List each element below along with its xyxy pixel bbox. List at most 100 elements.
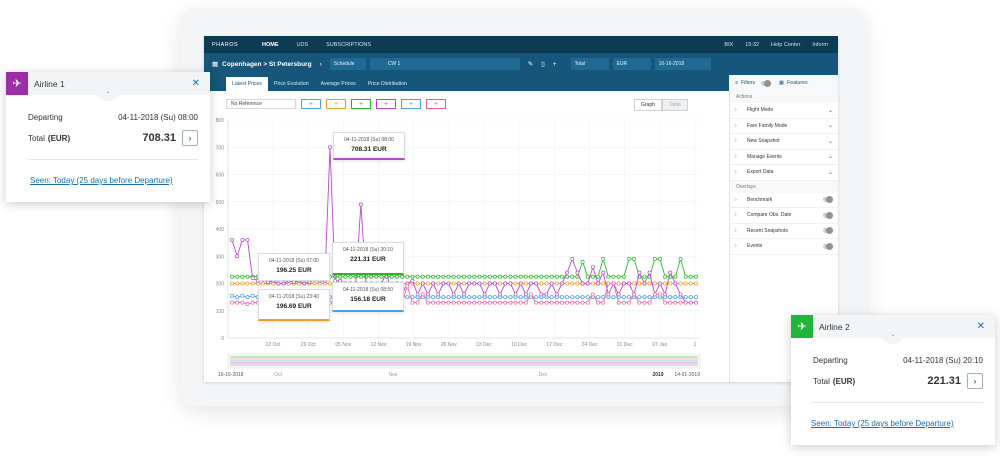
data-point xyxy=(663,274,668,279)
route-title: Copenhagen > St Petersburg xyxy=(222,60,312,68)
data-point xyxy=(575,300,580,305)
data-point xyxy=(529,292,533,297)
schedule-selector[interactable]: Schedule xyxy=(329,58,366,70)
airline-filter-orange[interactable]: + xyxy=(326,99,346,109)
data-point xyxy=(462,274,466,279)
data-point xyxy=(245,237,250,242)
table-view-button[interactable]: Table xyxy=(661,99,688,111)
filters-tab[interactable]: Filters xyxy=(741,80,756,86)
currency-selector[interactable]: EUR xyxy=(612,58,651,70)
data-point xyxy=(358,274,363,279)
seen-link[interactable]: Seen: Today (25 days before Departure) xyxy=(30,176,173,185)
data-point xyxy=(492,300,497,305)
close-icon[interactable]: ✕ xyxy=(191,78,200,89)
overlay-compare-obs-date[interactable]: › Compare Obs. Date xyxy=(730,208,838,224)
data-point xyxy=(621,300,626,305)
overlay-recent-snapshots[interactable]: › Recent Snapshots xyxy=(730,224,838,239)
data-point xyxy=(652,292,657,297)
close-icon[interactable]: ✕ xyxy=(976,321,985,332)
action-new-snapshot[interactable]: › New Snapshot ⌄ xyxy=(730,134,838,150)
data-point xyxy=(498,274,503,279)
data-point xyxy=(688,281,693,286)
data-point xyxy=(694,300,698,305)
data-point xyxy=(534,295,539,300)
reference-select[interactable]: No Reference xyxy=(226,99,296,109)
data-point xyxy=(431,274,436,279)
airline-2-card: ✈ Airline 2 ✕ ⌄ Departing 04-11-2018 (Su… xyxy=(791,315,995,445)
action-export-data[interactable]: › Export Data ⌄ xyxy=(730,165,838,181)
data-point xyxy=(410,300,415,305)
data-point xyxy=(523,300,528,305)
delete-icon[interactable]: ▯ xyxy=(541,61,545,68)
data-point xyxy=(302,281,307,286)
action-fare-family-mode[interactable]: › Fare Family Mode ⌄ xyxy=(730,119,838,134)
data-point xyxy=(585,274,590,279)
data-point xyxy=(472,295,477,300)
data-point xyxy=(482,281,487,286)
nav-subscriptions[interactable]: SUBSCRIPTIONS xyxy=(326,41,372,48)
chevron-right-icon[interactable]: › xyxy=(967,373,983,389)
data-point xyxy=(482,300,487,305)
tab-price-distribution[interactable]: Price Distribution xyxy=(367,81,407,87)
data-point xyxy=(446,274,451,279)
data-point xyxy=(663,292,668,297)
data-point xyxy=(462,292,466,297)
data-point xyxy=(668,295,673,300)
actions-section-title: Actions xyxy=(730,91,838,103)
overlay-benchmark[interactable]: › Benchmark xyxy=(730,193,838,208)
user-menu[interactable]: Inform xyxy=(812,41,828,48)
airline-filter-blue[interactable]: + xyxy=(301,99,321,109)
x-tick-label: 1 xyxy=(694,342,697,348)
data-point xyxy=(415,281,420,286)
chevron-down-icon[interactable]: ⌄ xyxy=(881,332,905,344)
chevron-right-icon[interactable]: › xyxy=(182,130,198,146)
nav-uds[interactable]: UDS xyxy=(296,41,309,48)
total-selector[interactable]: Total xyxy=(570,58,609,70)
filter-icon: ≡ xyxy=(735,80,739,86)
edit-icon[interactable]: ✎ xyxy=(527,61,534,68)
tab-average-prices[interactable]: Average Prices xyxy=(320,81,356,87)
action-manage-events[interactable]: › Manage Events ⌄ xyxy=(730,150,838,165)
tab-latest-prices[interactable]: Latest Prices xyxy=(226,77,268,91)
data-point xyxy=(250,300,255,305)
data-point xyxy=(596,300,600,305)
airline-filter-blue-2[interactable]: + xyxy=(401,99,421,109)
data-point xyxy=(544,300,549,305)
filters-toggle[interactable] xyxy=(761,79,772,87)
data-point xyxy=(678,292,683,297)
data-point xyxy=(441,300,446,305)
graph-view-button[interactable]: Graph xyxy=(634,99,662,111)
add-icon[interactable]: + xyxy=(552,60,557,68)
data-point xyxy=(657,292,662,297)
airline-filter-green[interactable]: + xyxy=(351,99,371,109)
snapshots-toggle[interactable] xyxy=(823,227,833,235)
data-point xyxy=(498,281,503,286)
data-point xyxy=(472,300,477,305)
benchmark-toggle[interactable] xyxy=(823,196,833,204)
data-point xyxy=(513,274,518,279)
data-point xyxy=(678,281,683,286)
chevron-down-icon[interactable]: ⌄ xyxy=(96,89,120,101)
data-point xyxy=(425,300,430,305)
help-center-link[interactable]: Help Center xyxy=(771,41,801,48)
data-point xyxy=(647,295,652,300)
card-header: ✈ Airline 1 ✕ ⌄ xyxy=(6,72,210,101)
tab-price-evolution[interactable]: Price Evolution xyxy=(274,81,309,87)
airline-filter-purple[interactable]: + xyxy=(376,99,396,109)
events-toggle[interactable] xyxy=(823,242,833,250)
data-point xyxy=(276,281,281,286)
data-point xyxy=(477,281,482,286)
nav-home[interactable]: HOME xyxy=(262,41,279,48)
location-indicator: BIX xyxy=(724,41,734,48)
view-toggle: Graph Table xyxy=(634,99,688,111)
data-point xyxy=(632,292,637,297)
date-picker[interactable]: 16-16-2018 xyxy=(654,58,711,70)
action-flight-mode[interactable]: › Flight Mode ⌄ xyxy=(730,103,838,119)
compare-toggle[interactable] xyxy=(823,211,833,219)
features-tab[interactable]: Features xyxy=(787,80,808,86)
data-point xyxy=(668,281,673,286)
overlay-events[interactable]: › Events xyxy=(730,239,838,255)
airline-filter-pink[interactable]: + xyxy=(426,99,446,109)
week-selector[interactable]: CW 1 xyxy=(369,58,520,70)
seen-link[interactable]: Seen: Today (25 days before Departure) xyxy=(811,419,954,428)
